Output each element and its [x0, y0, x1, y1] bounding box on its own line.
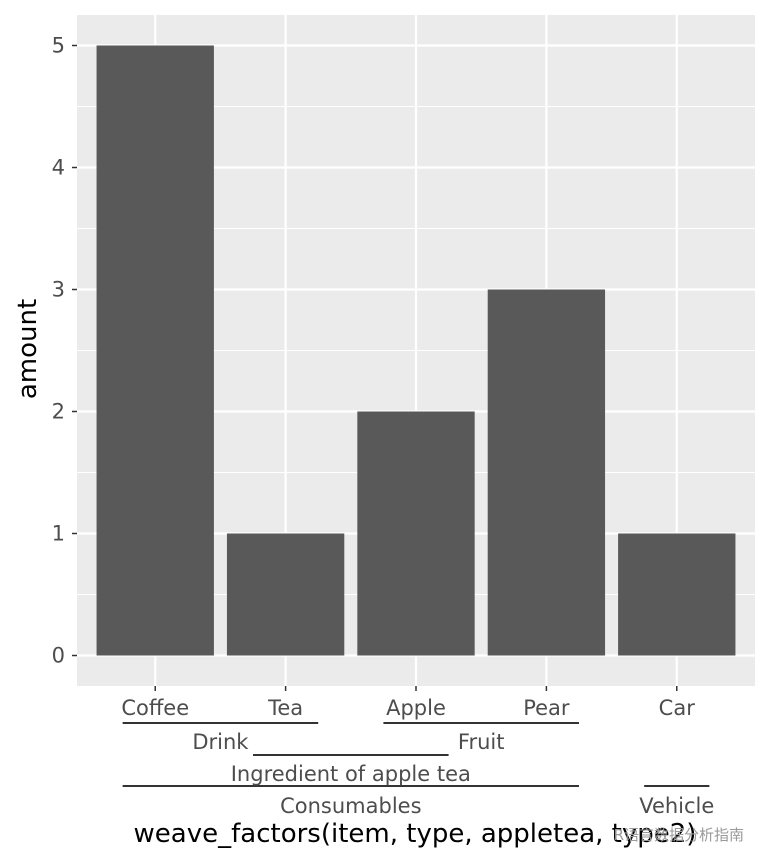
y-tick-label: 4: [52, 156, 65, 180]
nested-level-label: Drink: [192, 730, 249, 754]
y-tick-label: 0: [52, 644, 65, 668]
bars: [96, 45, 736, 656]
nested-level-label: Fruit: [458, 730, 505, 754]
nested-axis-lines: [122, 722, 710, 787]
y-axis-title: amount: [13, 299, 43, 399]
nested-level-label: Vehicle: [639, 794, 714, 818]
nested-level-label: Consumables: [280, 794, 421, 818]
x-tick-label: Apple: [386, 696, 446, 720]
x-tick-label: Car: [659, 696, 696, 720]
x-tick-label: Tea: [267, 696, 303, 720]
y-axis-ticks: 0 1 2 3 4 5: [52, 34, 77, 668]
y-tick-label: 3: [52, 278, 65, 302]
watermark: R语言数据分析指南: [613, 826, 744, 844]
bar-coffee: [96, 45, 214, 656]
bar-apple: [357, 411, 475, 656]
x-tick-label: Coffee: [121, 696, 189, 720]
nested-axis-labels: Drink Fruit Ingredient of apple tea Consuma…: [192, 730, 714, 818]
bar-car: [618, 533, 736, 656]
y-tick-label: 1: [52, 522, 65, 546]
bar-pear: [487, 289, 606, 656]
x-axis-title: weave_factors(item, type, appletea, type…: [134, 819, 697, 849]
x-tick-label: Pear: [523, 696, 570, 720]
nested-level-label: Ingredient of apple tea: [231, 762, 471, 786]
bar-tea: [226, 533, 345, 656]
x-axis-ticks: Coffee Tea Apple Pear Car: [121, 686, 695, 720]
y-tick-label: 2: [52, 400, 65, 424]
y-tick-label: 5: [52, 34, 65, 58]
